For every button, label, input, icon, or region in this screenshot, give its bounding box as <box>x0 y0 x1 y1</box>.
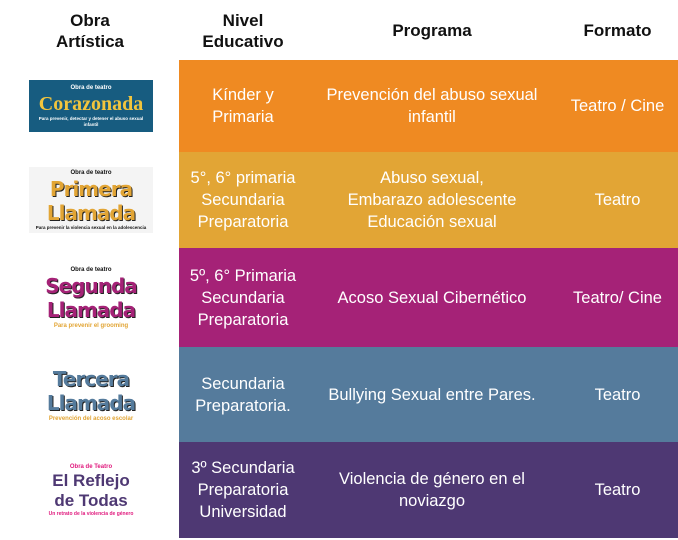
programa-cell: Bullying Sexual entre Pares. <box>328 385 536 404</box>
table-row: 3º Secundaria Preparatoria Universidad V… <box>179 442 678 538</box>
logo-slot: Tercera Llamada Prevención del acoso esc… <box>20 347 162 442</box>
formato-cell: Teatro/ Cine <box>573 288 662 307</box>
table-row: Kínder y Primaria Prevención del abuso s… <box>179 60 678 152</box>
formato-cell: Teatro <box>594 191 641 209</box>
programa-cell: Violencia de género en el noviazgo <box>339 470 525 510</box>
header-programa: Programa <box>392 21 472 40</box>
logo-slot: Obra de Teatro El Reflejo de Todas Un re… <box>20 442 162 538</box>
formato-cell: Teatro / Cine <box>570 97 665 115</box>
nivel-cell: 3º Secundaria Preparatoria Universidad <box>191 459 295 521</box>
nivel-cell: 5º, 6° Primaria Secundaria Preparatoria <box>189 266 297 329</box>
table-row: 5º, 6° Primaria Secundaria Preparatoria … <box>179 248 678 347</box>
header-obra: Obra Artística <box>55 11 125 51</box>
logo-corazonada: Obra de teatro Corazonada Para prevenir,… <box>29 80 153 132</box>
logo-tercera-llamada: Tercera Llamada Prevención del acoso esc… <box>46 366 136 422</box>
programa-cell: Prevención del abuso sexual infantil <box>326 86 538 126</box>
formato-cell: Teatro <box>594 481 641 499</box>
programa-cell: Abuso sexual, Embarazo adolescente Educa… <box>347 169 517 231</box>
header-nivel: Nivel Educativo <box>202 11 284 51</box>
nivel-cell: Kínder y Primaria <box>212 86 274 126</box>
nivel-cell: Secundaria Preparatoria. <box>195 374 291 415</box>
logo-slot: Obra de teatro Corazonada Para prevenir,… <box>20 60 162 152</box>
logo-el-reflejo-de-todas: Obra de Teatro El Reflejo de Todas Un re… <box>48 463 134 517</box>
logo-segunda-llamada: Obra de teatro Segunda Llamada Para prev… <box>45 266 138 329</box>
programa-cell: Acoso Sexual Cibernético <box>337 288 527 307</box>
table-row: 5°, 6° primaria Secundaria Preparatoria … <box>179 152 678 248</box>
table-row: Secundaria Preparatoria. Bullying Sexual… <box>179 347 678 442</box>
nivel-cell: 5°, 6° primaria Secundaria Preparatoria <box>190 169 296 231</box>
logo-slot: Obra de teatro Primera Llamada Para prev… <box>20 152 162 248</box>
formato-cell: Teatro <box>594 385 641 404</box>
logo-primera-llamada: Obra de teatro Primera Llamada Para prev… <box>29 167 153 233</box>
logo-slot: Obra de teatro Segunda Llamada Para prev… <box>20 248 162 347</box>
header-formato: Formato <box>583 21 652 40</box>
